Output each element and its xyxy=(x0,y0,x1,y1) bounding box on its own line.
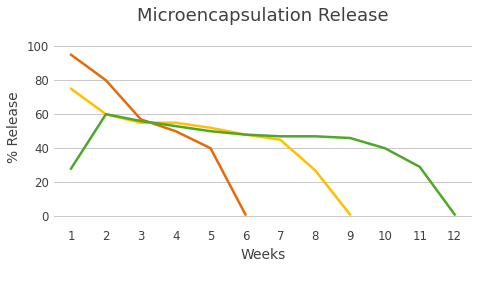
Title: Microencapsulation Release: Microencapsulation Release xyxy=(137,7,388,25)
Slow xyxy=(173,124,179,128)
Legend: Fast, Medium, Slow: Fast, Medium, Slow xyxy=(147,286,379,288)
Slow xyxy=(347,136,353,140)
Medium xyxy=(277,138,283,141)
Fast xyxy=(173,130,179,133)
Medium xyxy=(173,121,179,124)
Fast xyxy=(242,213,248,216)
Slow xyxy=(277,134,283,138)
Medium xyxy=(347,213,353,216)
Line: Slow: Slow xyxy=(71,114,455,215)
Slow xyxy=(417,165,422,168)
Slow xyxy=(68,167,74,170)
Line: Medium: Medium xyxy=(71,89,350,215)
Slow xyxy=(103,113,109,116)
Slow xyxy=(312,134,318,138)
Medium xyxy=(138,121,144,124)
Medium xyxy=(242,133,248,136)
Slow xyxy=(208,130,214,133)
Fast xyxy=(68,53,74,56)
Fast xyxy=(138,118,144,121)
Line: Fast: Fast xyxy=(71,55,245,215)
Fast xyxy=(103,79,109,82)
Medium xyxy=(312,168,318,172)
Slow xyxy=(382,147,388,150)
X-axis label: Weeks: Weeks xyxy=(240,248,285,262)
Slow xyxy=(452,213,457,216)
Fast xyxy=(208,147,214,150)
Medium xyxy=(208,126,214,130)
Medium xyxy=(68,87,74,90)
Slow xyxy=(242,133,248,136)
Slow xyxy=(138,119,144,123)
Medium xyxy=(103,113,109,116)
Y-axis label: % Release: % Release xyxy=(7,91,21,163)
